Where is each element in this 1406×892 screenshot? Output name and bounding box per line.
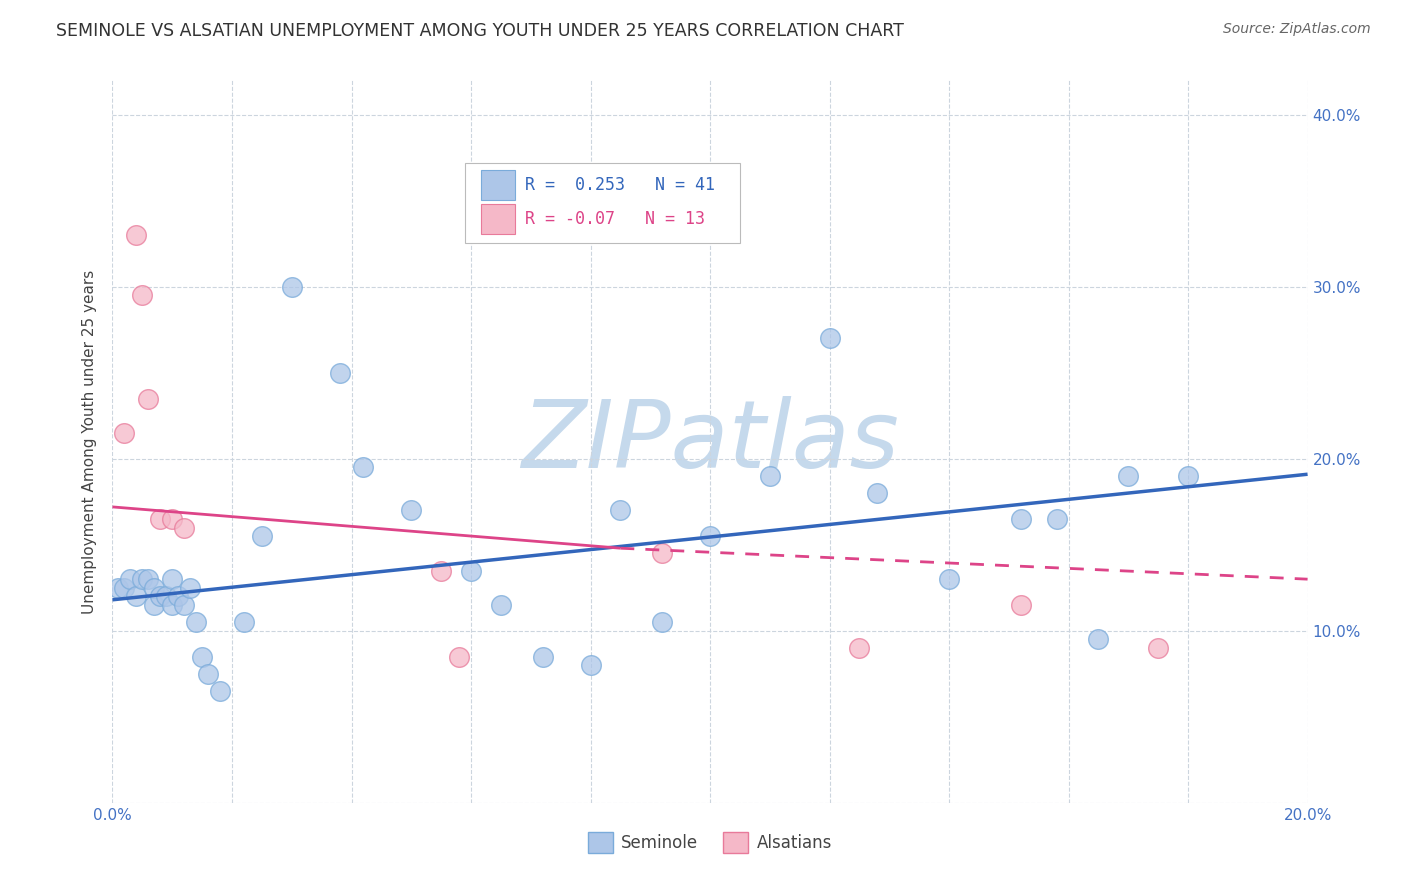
Point bbox=[329, 366, 352, 380]
Point bbox=[1147, 640, 1170, 655]
Point bbox=[848, 640, 870, 655]
Point bbox=[173, 520, 195, 534]
Text: R = -0.07   N = 13: R = -0.07 N = 13 bbox=[524, 210, 704, 228]
Point bbox=[186, 615, 208, 630]
Point bbox=[430, 564, 453, 578]
FancyBboxPatch shape bbox=[481, 204, 515, 235]
Point bbox=[938, 572, 960, 586]
Point bbox=[250, 529, 273, 543]
Point bbox=[449, 649, 471, 664]
FancyBboxPatch shape bbox=[481, 169, 515, 200]
FancyBboxPatch shape bbox=[465, 163, 740, 243]
Point bbox=[699, 529, 721, 543]
Text: SEMINOLE VS ALSATIAN UNEMPLOYMENT AMONG YOUTH UNDER 25 YEARS CORRELATION CHART: SEMINOLE VS ALSATIAN UNEMPLOYMENT AMONG … bbox=[56, 22, 904, 40]
Point bbox=[162, 512, 183, 526]
Point bbox=[353, 460, 375, 475]
Point bbox=[143, 581, 166, 595]
Point bbox=[233, 615, 256, 630]
Point bbox=[173, 598, 195, 612]
Point bbox=[107, 581, 129, 595]
Point bbox=[162, 598, 183, 612]
Point bbox=[125, 228, 148, 243]
Legend: Seminole, Alsatians: Seminole, Alsatians bbox=[581, 826, 839, 860]
Point bbox=[179, 581, 201, 595]
Point bbox=[197, 666, 219, 681]
Point bbox=[651, 615, 673, 630]
Point bbox=[866, 486, 889, 500]
Point bbox=[609, 503, 631, 517]
Point bbox=[281, 279, 304, 293]
Point bbox=[138, 392, 160, 406]
Point bbox=[1177, 469, 1199, 483]
Point bbox=[651, 546, 673, 560]
Point bbox=[1010, 598, 1032, 612]
Point bbox=[1087, 632, 1109, 647]
Point bbox=[143, 598, 166, 612]
Point bbox=[155, 590, 177, 604]
Text: ZIPatlas: ZIPatlas bbox=[522, 396, 898, 487]
Point bbox=[531, 649, 554, 664]
Point bbox=[149, 512, 172, 526]
Point bbox=[131, 572, 153, 586]
Y-axis label: Unemployment Among Youth under 25 years: Unemployment Among Youth under 25 years bbox=[82, 269, 97, 614]
Point bbox=[125, 590, 148, 604]
Text: R =  0.253   N = 41: R = 0.253 N = 41 bbox=[524, 176, 714, 194]
Point bbox=[149, 590, 172, 604]
Point bbox=[818, 331, 841, 345]
Point bbox=[489, 598, 512, 612]
Point bbox=[209, 684, 232, 698]
Point bbox=[759, 469, 782, 483]
Text: Source: ZipAtlas.com: Source: ZipAtlas.com bbox=[1223, 22, 1371, 37]
Point bbox=[114, 425, 135, 440]
Point bbox=[114, 581, 135, 595]
Point bbox=[131, 288, 153, 302]
Point bbox=[460, 564, 482, 578]
Point bbox=[191, 649, 214, 664]
Point bbox=[138, 572, 160, 586]
Point bbox=[1118, 469, 1140, 483]
Point bbox=[167, 590, 190, 604]
Point bbox=[1010, 512, 1032, 526]
Point bbox=[120, 572, 142, 586]
Point bbox=[162, 572, 183, 586]
Point bbox=[401, 503, 423, 517]
Point bbox=[579, 658, 602, 673]
Point bbox=[1046, 512, 1069, 526]
